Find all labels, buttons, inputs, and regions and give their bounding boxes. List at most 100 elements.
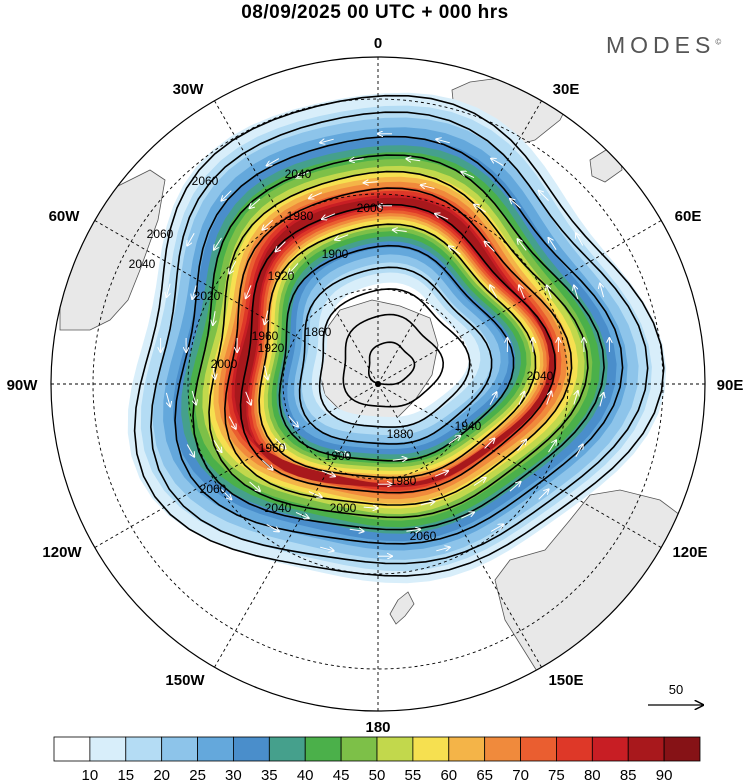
height-contour-11 xyxy=(318,288,471,428)
wind-vector xyxy=(484,439,495,449)
height-contour-10 xyxy=(298,266,493,445)
colorbar-swatch xyxy=(663,736,701,762)
wind-vector xyxy=(334,449,348,455)
contour-label: 1980 xyxy=(390,474,417,488)
colorbar-tick: 70 xyxy=(512,767,529,782)
contour-label: 2000 xyxy=(357,201,384,215)
contour-label: 2020 xyxy=(194,289,221,303)
wind-vector xyxy=(489,392,497,405)
wind-vector xyxy=(448,436,461,445)
wind-vector xyxy=(229,260,237,273)
wind-vector xyxy=(262,219,274,230)
contour-label: 1860 xyxy=(305,325,332,339)
colorbar-tick: 80 xyxy=(584,767,601,782)
wind-vector xyxy=(434,471,448,477)
contour-label: 2060 xyxy=(410,529,437,543)
colorbar-tick: 55 xyxy=(405,767,422,782)
height-contour-7 xyxy=(239,203,557,494)
wind-vector xyxy=(517,440,527,452)
contour-label: 2060 xyxy=(200,482,227,496)
colorbar-tick: 75 xyxy=(548,767,565,782)
brand-mark: © xyxy=(715,37,722,47)
contour-label: 1960 xyxy=(259,441,286,455)
lon-label-120w: 120W xyxy=(42,544,82,561)
contour-label: 1920 xyxy=(268,269,295,283)
wind-vector xyxy=(191,390,196,405)
lon-label-150w: 150W xyxy=(165,672,205,689)
contour-label: 1880 xyxy=(387,427,414,441)
colorbar-swatch xyxy=(484,736,521,762)
wind-vector xyxy=(519,285,525,299)
wind-vector xyxy=(275,438,286,449)
wind-vector xyxy=(461,172,475,179)
lon-label-90w: 90W xyxy=(7,377,39,394)
wind-vector xyxy=(166,283,170,298)
graticule xyxy=(51,57,705,711)
wind-vector xyxy=(490,524,503,532)
wind-vector xyxy=(490,285,498,298)
lon-label-120e: 120E xyxy=(672,544,707,561)
contour-label: 2040 xyxy=(285,167,312,181)
wind-vector xyxy=(491,159,504,167)
wind-vector xyxy=(485,242,495,252)
wind-vector xyxy=(518,239,527,251)
wind-vector xyxy=(349,529,364,531)
wind-vector xyxy=(265,365,268,380)
wind-vector xyxy=(420,502,435,505)
wind-vector xyxy=(221,489,231,499)
contour-label: 2040 xyxy=(527,369,554,383)
wind-vector xyxy=(421,185,435,188)
contour-label: 2040 xyxy=(129,257,156,271)
colorbar: 10 15 20 25 30 35 40 45 50 55 60 65 70 75 80 85 90 xyxy=(53,736,701,782)
wind-vector xyxy=(308,491,322,498)
wind-vector xyxy=(350,159,364,161)
chart-title: 08/09/2025 00 UTC + 000 hrs xyxy=(241,2,509,23)
meridian-60 xyxy=(377,220,662,385)
colorbar-swatch xyxy=(412,736,450,762)
wind-vector xyxy=(548,440,557,453)
colorbar-tick: 65 xyxy=(476,767,493,782)
wind-vector xyxy=(213,311,215,325)
wind-vector xyxy=(276,241,286,252)
height-contour-4 xyxy=(192,154,605,531)
meridian-330 xyxy=(214,100,379,385)
wind-vector xyxy=(166,392,170,407)
meridian-120 xyxy=(377,383,662,548)
wind-vector xyxy=(321,470,335,476)
wind-vector xyxy=(363,507,378,508)
wind-vector xyxy=(547,285,552,299)
wind-vector xyxy=(265,310,268,325)
wind-vector xyxy=(228,416,236,429)
colorbar-swatch xyxy=(89,736,127,762)
contour-label: 1900 xyxy=(325,449,352,463)
colorbar-tick: 60 xyxy=(440,767,457,782)
wind-vector xyxy=(392,459,407,461)
contour-label: 1900 xyxy=(322,247,349,261)
wind-vector xyxy=(461,512,474,519)
height-contour-2 xyxy=(150,111,649,565)
wind-vector xyxy=(546,391,552,405)
wind-vector xyxy=(214,237,222,250)
colorbar-swatch xyxy=(125,736,163,762)
meridian-300 xyxy=(94,220,379,385)
contour-label: 2000 xyxy=(211,357,238,371)
wind-vector xyxy=(288,415,298,426)
wind-vector xyxy=(473,478,486,486)
contour-label: 2040 xyxy=(265,501,292,515)
colorbar-swatch xyxy=(376,736,414,762)
wind-vector xyxy=(192,285,197,300)
colorbar-swatch xyxy=(520,736,557,762)
wind-vector xyxy=(364,182,378,183)
wind-vector xyxy=(187,233,195,245)
contour-label: 1980 xyxy=(287,209,314,223)
colorbar-tick: 90 xyxy=(656,767,673,782)
lon-label-180: 180 xyxy=(365,719,390,736)
wind-vector xyxy=(213,440,222,452)
wind-vector xyxy=(510,199,521,209)
latitude-circle-1 xyxy=(282,288,474,480)
wind-vector xyxy=(600,284,604,298)
meridian-240 xyxy=(94,383,379,548)
speed-band-13 xyxy=(223,186,562,495)
wind-vector xyxy=(289,263,299,273)
